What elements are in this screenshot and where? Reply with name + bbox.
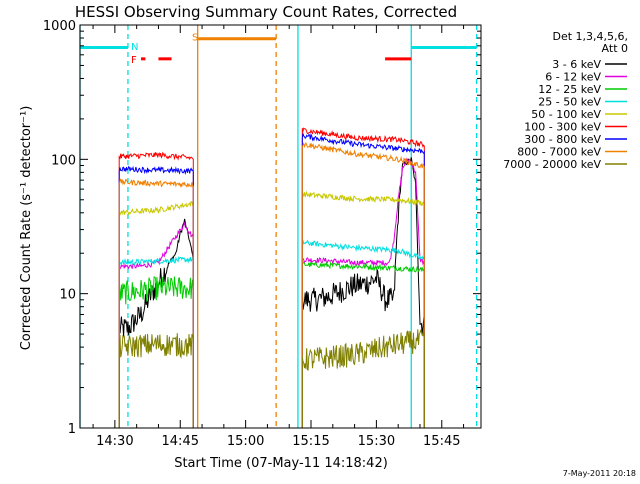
series-line-12-25-kev-seg-1 bbox=[301, 261, 425, 428]
flag-label-s: S bbox=[192, 33, 198, 44]
legend-entry-label-0: 3 - 6 keV bbox=[552, 58, 601, 71]
x-tick-label-1515: 15:15 bbox=[292, 434, 329, 449]
y-tick-label-1: 1 bbox=[68, 422, 76, 437]
x-axis-label: Start Time (07-May-11 14:18:42) bbox=[174, 456, 388, 471]
series-line-7000-20000-kev-seg-1 bbox=[301, 328, 425, 428]
x-tick-label-1530: 15:30 bbox=[358, 434, 395, 449]
series-line-6-12-kev-seg-0 bbox=[118, 221, 194, 428]
series-line-800-7000-kev-seg-1 bbox=[301, 141, 425, 428]
series-line-3-6-kev-seg-0 bbox=[118, 218, 194, 428]
series-line-3-6-kev-seg-1 bbox=[301, 157, 425, 428]
y-axis-label: Corrected Count Rate (s⁻¹ detector⁻¹) bbox=[19, 106, 34, 351]
legend-entry-label-1: 6 - 12 keV bbox=[545, 71, 601, 84]
series-line-50-100-kev-seg-0 bbox=[118, 200, 194, 428]
series-line-7000-20000-kev-seg-0 bbox=[118, 333, 194, 428]
y-tick-label-10: 10 bbox=[59, 288, 76, 303]
series-line-300-800-kev-seg-1 bbox=[301, 132, 425, 428]
axes: 1 10 100 1000 14:30 14:45 15:00 15:15 15:30 15:45 bbox=[43, 19, 481, 449]
x-tick-label-1430: 14:30 bbox=[96, 434, 133, 449]
x-tick-label-1545: 15:45 bbox=[423, 434, 460, 449]
series-line-100-300-kev-seg-0 bbox=[118, 151, 194, 428]
series-line-12-25-kev-seg-0 bbox=[118, 275, 194, 428]
plot-frame bbox=[79, 24, 482, 429]
legend-entry-label-3: 25 - 50 keV bbox=[538, 96, 601, 109]
y-tick-label-1000: 1000 bbox=[43, 19, 76, 34]
legend-entry-label-5: 100 - 300 keV bbox=[524, 121, 601, 134]
y-tick-label-100: 100 bbox=[51, 153, 76, 168]
legend-entry-label-8: 7000 - 20000 keV bbox=[503, 158, 601, 171]
series-line-25-50-kev-seg-1 bbox=[301, 239, 425, 428]
series-line-800-7000-kev-seg-0 bbox=[118, 178, 194, 428]
legend-title-line-2: Att 0 bbox=[602, 42, 628, 55]
series-line-6-12-kev-seg-1 bbox=[301, 157, 425, 428]
x-tick-label-1500: 15:00 bbox=[227, 434, 264, 449]
legend-title-line-1: Det 1,3,4,5,6, bbox=[552, 30, 628, 43]
legend-entry-label-2: 12 - 25 keV bbox=[538, 83, 601, 96]
series-line-50-100-kev-seg-1 bbox=[301, 190, 425, 428]
legend-entry-label-6: 300 - 800 keV bbox=[524, 133, 601, 146]
legend-entry-label-7: 800 - 7000 keV bbox=[517, 146, 601, 159]
flag-label-n: N bbox=[131, 42, 138, 53]
timestamp-label: 7-May-2011 20:18 bbox=[563, 469, 636, 478]
chart-title: HESSI Observing Summary Count Rates, Cor… bbox=[75, 3, 457, 21]
series-line-100-300-kev-seg-1 bbox=[301, 127, 425, 428]
series-line-25-50-kev-seg-0 bbox=[118, 256, 194, 428]
x-tick-label-1445: 14:45 bbox=[162, 434, 199, 449]
flag-label-f: F bbox=[131, 55, 137, 66]
plot-area: NF S bbox=[79, 25, 478, 428]
legend-entry-label-4: 50 - 100 keV bbox=[531, 108, 601, 121]
series-line-300-800-kev-seg-0 bbox=[118, 165, 194, 428]
